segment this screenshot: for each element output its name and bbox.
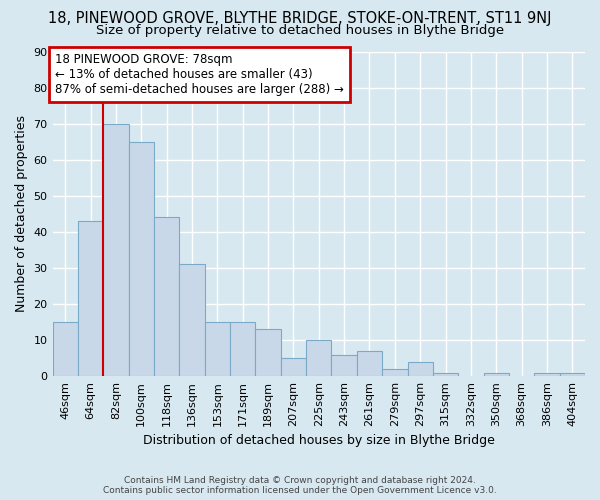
Bar <box>179 264 205 376</box>
Bar <box>534 372 560 376</box>
Text: 18 PINEWOOD GROVE: 78sqm
← 13% of detached houses are smaller (43)
87% of semi-d: 18 PINEWOOD GROVE: 78sqm ← 13% of detach… <box>55 53 344 96</box>
Text: 18, PINEWOOD GROVE, BLYTHE BRIDGE, STOKE-ON-TRENT, ST11 9NJ: 18, PINEWOOD GROVE, BLYTHE BRIDGE, STOKE… <box>48 11 552 26</box>
Text: Size of property relative to detached houses in Blythe Bridge: Size of property relative to detached ho… <box>96 24 504 37</box>
X-axis label: Distribution of detached houses by size in Blythe Bridge: Distribution of detached houses by size … <box>143 434 495 448</box>
Bar <box>407 362 433 376</box>
Bar <box>128 142 154 376</box>
Bar <box>205 322 230 376</box>
Bar <box>103 124 128 376</box>
Bar <box>382 369 407 376</box>
Bar <box>78 221 103 376</box>
Bar <box>357 351 382 376</box>
Bar <box>53 322 78 376</box>
Bar <box>331 354 357 376</box>
Bar <box>154 218 179 376</box>
Text: Contains HM Land Registry data © Crown copyright and database right 2024.
Contai: Contains HM Land Registry data © Crown c… <box>103 476 497 495</box>
Bar <box>306 340 331 376</box>
Bar <box>560 372 585 376</box>
Bar <box>484 372 509 376</box>
Bar <box>433 372 458 376</box>
Bar <box>256 330 281 376</box>
Y-axis label: Number of detached properties: Number of detached properties <box>15 116 28 312</box>
Bar <box>281 358 306 376</box>
Bar <box>230 322 256 376</box>
